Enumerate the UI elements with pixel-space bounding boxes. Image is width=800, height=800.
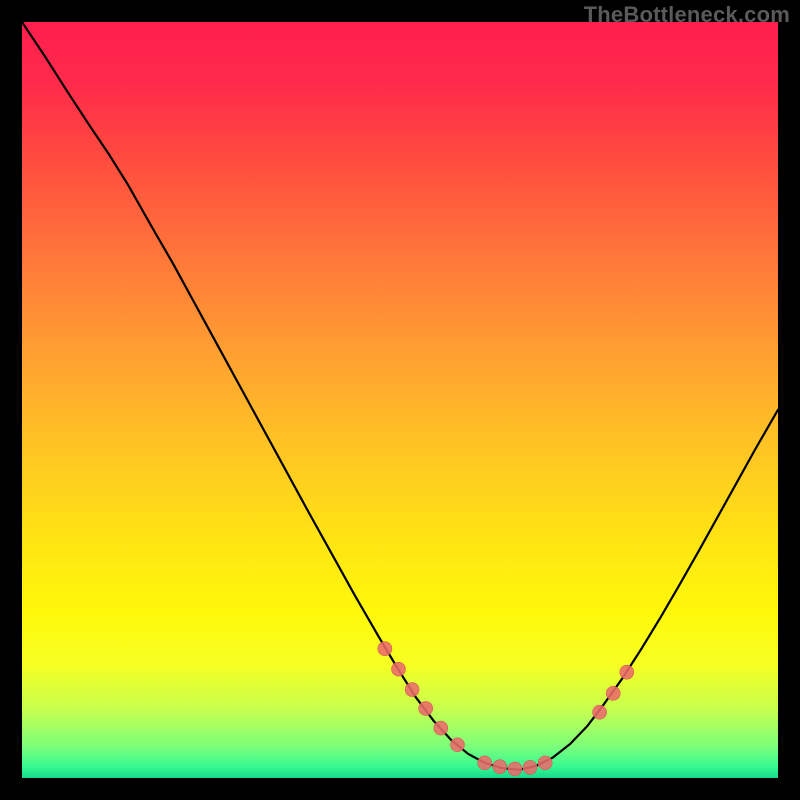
stage: TheBottleneck.com xyxy=(0,0,800,800)
scatter-point xyxy=(593,705,607,719)
scatter-point xyxy=(419,701,433,715)
scatter-point xyxy=(378,642,392,656)
scatter-point xyxy=(391,662,405,676)
plot-area xyxy=(22,22,778,778)
scatter-point xyxy=(493,760,507,774)
scatter-point xyxy=(478,756,492,770)
scatter-point xyxy=(405,683,419,697)
scatter-point xyxy=(620,665,634,679)
scatter-point xyxy=(450,738,464,752)
scatter-point xyxy=(434,721,448,735)
scatter-point xyxy=(538,756,552,770)
scatter-point xyxy=(508,762,522,776)
watermark-label: TheBottleneck.com xyxy=(584,2,790,28)
plot-svg xyxy=(22,22,778,778)
scatter-point xyxy=(606,686,620,700)
scatter-point xyxy=(523,760,537,774)
